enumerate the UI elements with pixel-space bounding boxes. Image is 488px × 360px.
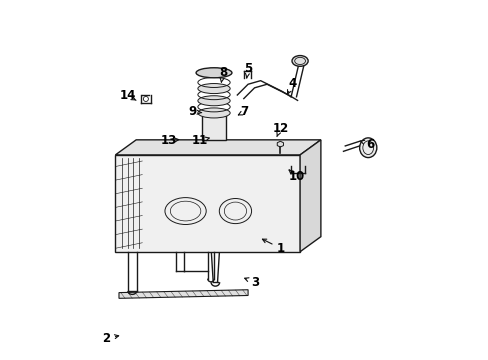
Ellipse shape bbox=[359, 138, 376, 158]
Ellipse shape bbox=[198, 84, 230, 94]
Polygon shape bbox=[300, 140, 320, 252]
Text: 3: 3 bbox=[251, 276, 259, 289]
Text: 2: 2 bbox=[102, 332, 110, 345]
Ellipse shape bbox=[196, 68, 231, 78]
Polygon shape bbox=[277, 141, 283, 147]
Text: 9: 9 bbox=[188, 105, 196, 118]
Text: 5: 5 bbox=[244, 62, 252, 75]
Text: 8: 8 bbox=[219, 66, 226, 79]
Text: 14: 14 bbox=[120, 89, 136, 102]
Text: 6: 6 bbox=[365, 138, 373, 150]
Text: 1: 1 bbox=[276, 242, 284, 255]
Polygon shape bbox=[115, 155, 300, 252]
Text: 4: 4 bbox=[288, 77, 296, 90]
Polygon shape bbox=[119, 290, 247, 298]
Polygon shape bbox=[202, 113, 225, 140]
Text: 10: 10 bbox=[288, 170, 304, 183]
Text: 12: 12 bbox=[272, 122, 288, 135]
Text: 11: 11 bbox=[191, 134, 207, 147]
Ellipse shape bbox=[198, 108, 230, 118]
Text: 13: 13 bbox=[161, 134, 177, 147]
Ellipse shape bbox=[291, 55, 307, 66]
Polygon shape bbox=[115, 140, 320, 155]
Ellipse shape bbox=[198, 96, 230, 106]
Text: 7: 7 bbox=[240, 105, 248, 118]
